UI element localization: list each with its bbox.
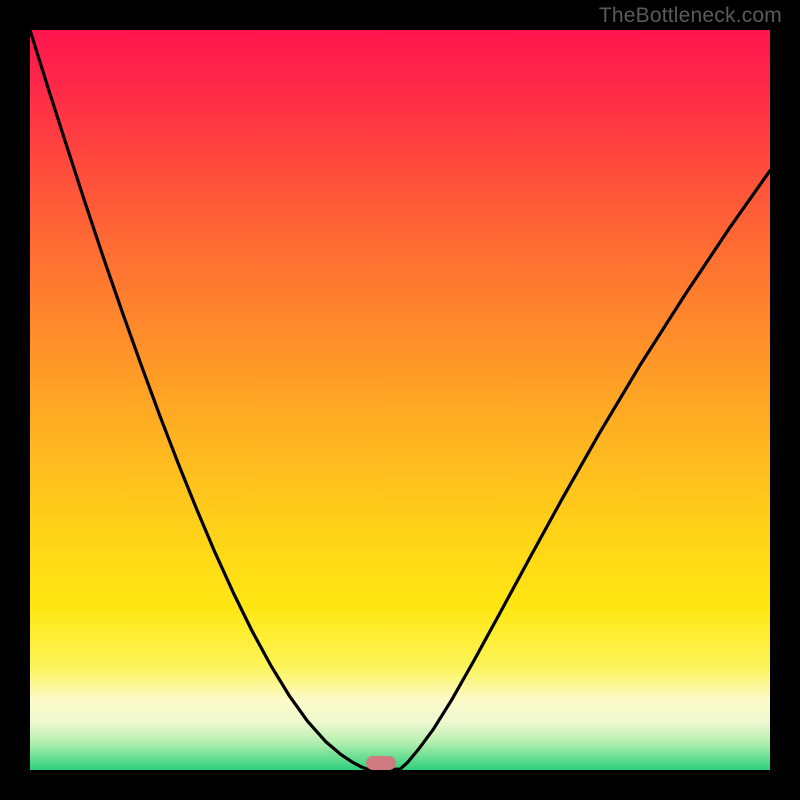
plot-area — [30, 30, 770, 770]
bottleneck-curve — [30, 30, 770, 770]
watermark-text: TheBottleneck.com — [599, 4, 782, 28]
optimum-marker — [366, 756, 396, 770]
curve-path — [30, 30, 770, 769]
